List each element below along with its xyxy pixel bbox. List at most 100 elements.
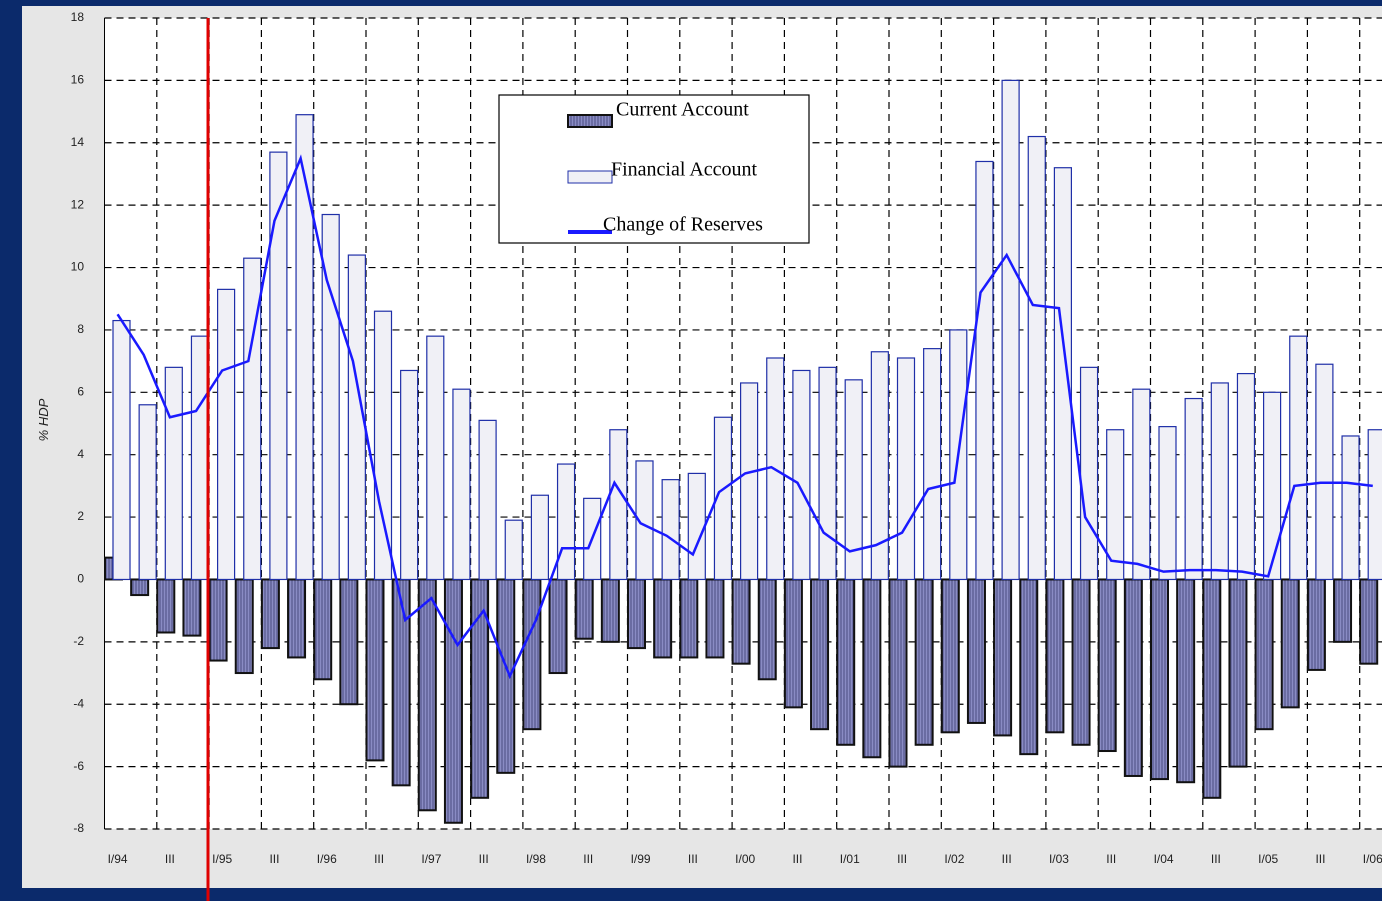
y-axis-label: % HDP [36, 398, 51, 441]
bar [182, 578, 202, 637]
y-tick-label: 12 [71, 197, 85, 211]
x-tick-label: I/00 [735, 852, 755, 866]
legend: Current Account Financial Account Change o… [498, 94, 810, 244]
legend-label: Change of Reserves [603, 214, 763, 236]
labels: -8 -6 -4 -2 0 2 4 6 8 10 12 14 16 18 I/94 III I/95 III I/9… [71, 10, 1382, 866]
bar [844, 379, 863, 581]
bar [234, 578, 254, 675]
bar [1001, 79, 1020, 581]
x-tick-label: III [1211, 852, 1221, 866]
bar [653, 578, 673, 659]
bar [504, 519, 523, 581]
bar [1019, 578, 1039, 756]
bar [600, 578, 620, 643]
x-tick-label: I/06 [1363, 852, 1382, 866]
bar [1158, 426, 1177, 581]
x-tick-label: III [479, 852, 489, 866]
bar [130, 578, 150, 597]
bar [1289, 335, 1308, 581]
y-tick-label: -8 [73, 821, 84, 835]
bar [452, 388, 471, 581]
x-tick-label: III [1315, 852, 1325, 866]
bar [556, 463, 576, 581]
bar [156, 578, 176, 634]
bar [164, 366, 183, 581]
bar [1176, 578, 1196, 784]
x-tick-label: I/94 [108, 852, 128, 866]
bar [313, 578, 333, 681]
bar [757, 578, 777, 681]
bar [1053, 167, 1073, 581]
legend-swatch [567, 114, 613, 128]
x-tick-label: I/97 [421, 852, 441, 866]
y-tick-label: 14 [71, 135, 85, 149]
bar [739, 382, 759, 581]
bar [1306, 578, 1326, 671]
bar [1045, 578, 1065, 734]
bar [1254, 578, 1274, 731]
y-tick-label: 16 [71, 73, 85, 87]
bar [287, 578, 307, 659]
bar [1367, 429, 1382, 581]
bar [609, 429, 628, 581]
bar [1027, 135, 1046, 581]
bar [966, 578, 986, 724]
bar [339, 578, 359, 706]
bar [1079, 366, 1099, 581]
bar [269, 151, 288, 581]
bar [443, 578, 463, 824]
x-tick-label: I/99 [631, 852, 651, 866]
bar [208, 578, 228, 662]
y-tick-label: 8 [77, 322, 84, 336]
legend-swatch [567, 170, 613, 184]
y-tick-label: 2 [77, 509, 84, 523]
lines [116, 154, 1373, 680]
x-tick-label: III [165, 852, 175, 866]
bar [1315, 363, 1334, 581]
bar [574, 578, 594, 640]
bar [1132, 388, 1151, 581]
bar [836, 578, 856, 746]
x-tick-label: I/96 [317, 852, 337, 866]
x-tick-label: III [688, 852, 698, 866]
bar [818, 366, 837, 581]
bar [862, 578, 882, 759]
bar [417, 578, 437, 812]
x-tick-label: III [792, 852, 802, 866]
x-tick-label: III [1002, 852, 1012, 866]
x-tick-label: I/03 [1049, 852, 1069, 866]
y-tick-label: 10 [71, 260, 85, 274]
x-tick-label: III [583, 852, 593, 866]
bar [810, 578, 830, 731]
bar [914, 578, 934, 746]
x-tick-label: I/02 [944, 852, 964, 866]
bar [1097, 578, 1117, 753]
bar [687, 472, 706, 581]
bar [1202, 578, 1222, 799]
bar [731, 578, 751, 665]
bar [679, 578, 699, 659]
bar [1280, 578, 1300, 709]
bar [478, 419, 497, 581]
bar [548, 578, 568, 675]
bar [975, 160, 994, 581]
bar [1071, 578, 1091, 746]
bar [365, 578, 385, 762]
legend-label: Financial Account [611, 159, 758, 181]
bar [373, 310, 393, 581]
bar [627, 578, 646, 650]
bar [260, 578, 280, 650]
legend-box [498, 94, 810, 244]
x-tick-label: III [1106, 852, 1116, 866]
bar [347, 254, 366, 581]
y-tick-label: -6 [73, 759, 84, 773]
y-tick-label: -4 [73, 696, 84, 710]
x-tick-label: I/95 [212, 852, 232, 866]
bar [295, 114, 314, 581]
bar [1123, 578, 1143, 777]
bar [1341, 435, 1360, 581]
y-tick-label: 18 [71, 10, 85, 24]
bar [1106, 429, 1125, 581]
bar [391, 578, 411, 787]
x-tick-label: I/04 [1154, 852, 1174, 866]
